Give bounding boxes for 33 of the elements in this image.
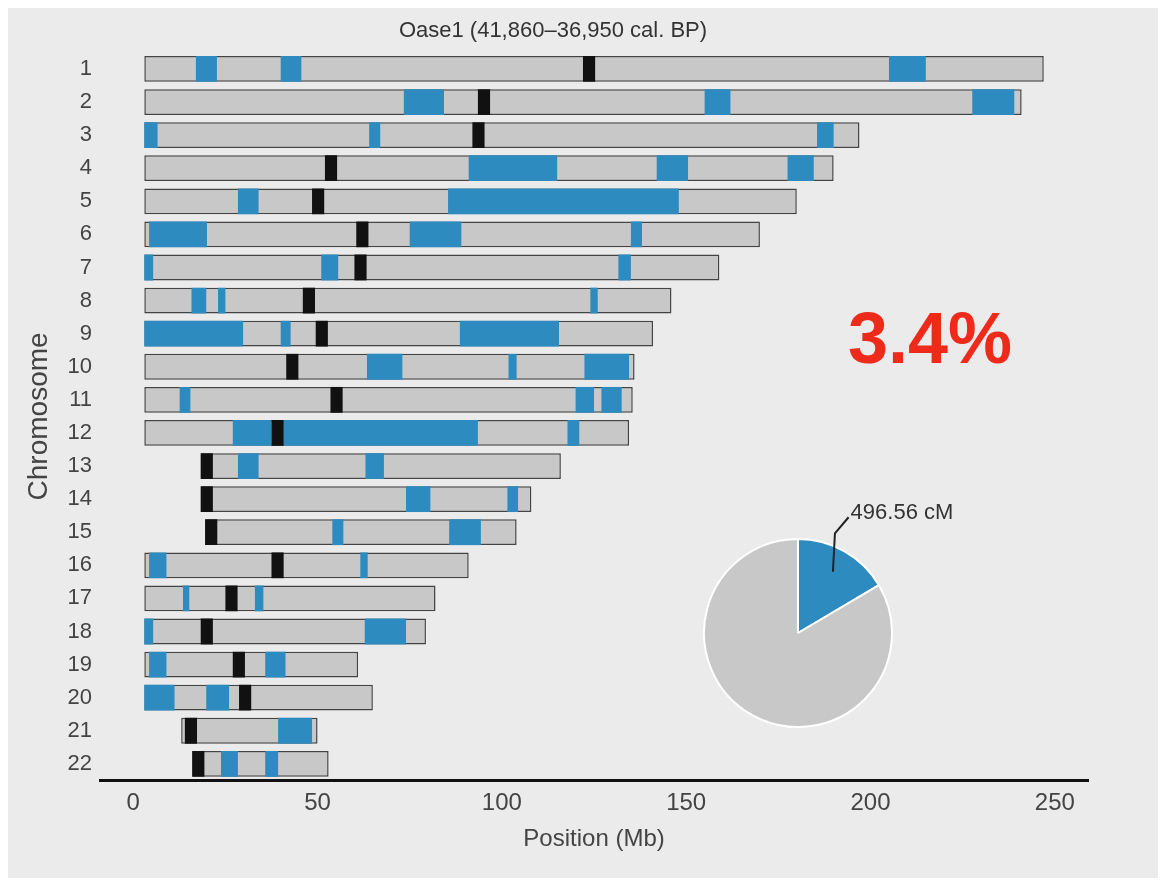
y-tick-label: 15 xyxy=(67,518,93,544)
y-tick-label: 6 xyxy=(79,220,93,246)
y-tick-label: 17 xyxy=(67,584,93,610)
y-tick-label: 16 xyxy=(67,551,93,577)
y-tick-label: 21 xyxy=(67,716,93,742)
y-axis-title: Chromosome xyxy=(21,332,53,501)
y-tick-label: 7 xyxy=(79,253,93,279)
x-tick-label: 200 xyxy=(850,788,891,816)
y-tick-label: 10 xyxy=(67,352,93,378)
x-tick-label: 100 xyxy=(481,788,522,816)
y-tick-label: 1 xyxy=(79,55,93,81)
y-tick-label: 18 xyxy=(67,617,93,643)
y-tick-label: 13 xyxy=(67,452,93,478)
y-tick-label: 11 xyxy=(69,385,93,411)
y-tick-label: 14 xyxy=(67,485,93,511)
x-tick-label: 250 xyxy=(1034,788,1075,816)
y-tick-label: 12 xyxy=(67,419,93,445)
y-tick-label: 2 xyxy=(79,88,93,114)
x-tick-label: 0 xyxy=(126,788,140,816)
x-axis-title: Position (Mb) xyxy=(523,824,665,852)
annotation: 496.56 cM xyxy=(850,499,954,525)
x-tick-label: 50 xyxy=(304,788,331,816)
y-tick-label: 8 xyxy=(79,286,93,312)
y-tick-label: 3 xyxy=(79,121,93,147)
y-tick-label: 5 xyxy=(79,187,93,213)
y-tick-label: 4 xyxy=(79,154,93,180)
y-tick-label: 20 xyxy=(67,683,93,709)
y-tick-label: 9 xyxy=(79,319,93,345)
annotation: 3.4% xyxy=(847,298,1012,379)
y-tick-label: 22 xyxy=(67,749,93,775)
chart-title: Oase1 (41,860–36,950 cal. BP) xyxy=(398,17,708,43)
y-tick-label: 19 xyxy=(67,650,93,676)
x-tick-label: 150 xyxy=(666,788,707,816)
